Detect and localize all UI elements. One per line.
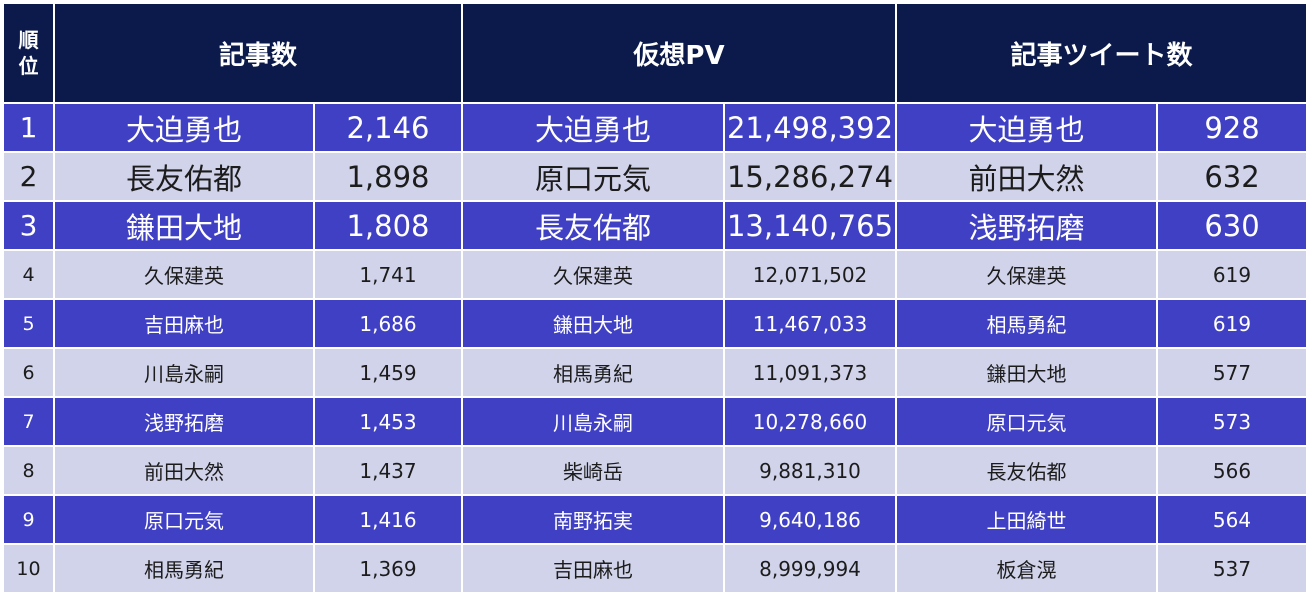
pv-name-cell: 相馬勇紀 — [461, 347, 726, 398]
pv-value-cell: 12,071,502 — [723, 249, 898, 300]
rank-header-line1: 順 — [18, 28, 39, 52]
pv-value-cell: 11,467,033 — [723, 298, 898, 349]
pv-name-cell: 川島永嗣 — [461, 396, 726, 447]
pv-value-cell: 21,498,392 — [723, 102, 898, 153]
articles-name-cell: 大迫勇也 — [53, 102, 315, 153]
rank-cell: 3 — [2, 200, 55, 251]
articles-name-cell: 久保建英 — [53, 249, 315, 300]
tweets-header: 記事ツイート数 — [895, 2, 1309, 104]
tweets-name-cell: 浅野拓磨 — [895, 200, 1159, 251]
virtual-pv-header: 仮想PV — [461, 2, 898, 104]
tweets-count-cell: 566 — [1156, 445, 1309, 496]
articles-count-cell: 2,146 — [312, 102, 464, 153]
articles-name-cell: 前田大然 — [53, 445, 315, 496]
table-row: 1 大迫勇也 2,146 大迫勇也 21,498,392 大迫勇也 928 — [2, 102, 1309, 153]
table-row: 4 久保建英 1,741 久保建英 12,071,502 久保建英 619 — [2, 249, 1309, 300]
rank-cell: 5 — [2, 298, 55, 349]
pv-value-cell: 9,881,310 — [723, 445, 898, 496]
tweets-name-cell: 久保建英 — [895, 249, 1159, 300]
tweets-name-cell: 鎌田大地 — [895, 347, 1159, 398]
articles-count-cell: 1,808 — [312, 200, 464, 251]
tweets-count-cell: 619 — [1156, 249, 1309, 300]
table-row: 2 長友佑都 1,898 原口元気 15,286,274 前田大然 632 — [2, 151, 1309, 202]
tweets-count-cell: 630 — [1156, 200, 1309, 251]
table-row: 10 相馬勇紀 1,369 吉田麻也 8,999,994 板倉滉 537 — [2, 543, 1309, 594]
tweets-count-cell: 573 — [1156, 396, 1309, 447]
articles-name-cell: 川島永嗣 — [53, 347, 315, 398]
tweets-name-cell: 大迫勇也 — [895, 102, 1159, 153]
rank-cell: 10 — [2, 543, 55, 594]
articles-count-cell: 1,741 — [312, 249, 464, 300]
table-row: 8 前田大然 1,437 柴崎岳 9,881,310 長友佑都 566 — [2, 445, 1309, 496]
pv-value-cell: 15,286,274 — [723, 151, 898, 202]
pv-name-cell: 南野拓実 — [461, 494, 726, 545]
pv-name-cell: 大迫勇也 — [461, 102, 726, 153]
rank-cell: 8 — [2, 445, 55, 496]
pv-value-cell: 13,140,765 — [723, 200, 898, 251]
rank-header-line2: 位 — [18, 54, 39, 78]
tweets-name-cell: 相馬勇紀 — [895, 298, 1159, 349]
articles-name-cell: 鎌田大地 — [53, 200, 315, 251]
pv-value-cell: 8,999,994 — [723, 543, 898, 594]
articles-name-cell: 浅野拓磨 — [53, 396, 315, 447]
rank-cell: 6 — [2, 347, 55, 398]
tweets-name-cell: 原口元気 — [895, 396, 1159, 447]
table-row: 5 吉田麻也 1,686 鎌田大地 11,467,033 相馬勇紀 619 — [2, 298, 1309, 349]
table-row: 6 川島永嗣 1,459 相馬勇紀 11,091,373 鎌田大地 577 — [2, 347, 1309, 398]
rank-cell: 4 — [2, 249, 55, 300]
articles-count-cell: 1,686 — [312, 298, 464, 349]
articles-count-cell: 1,453 — [312, 396, 464, 447]
rank-cell: 1 — [2, 102, 55, 153]
articles-header: 記事数 — [52, 2, 464, 104]
tweets-name-cell: 板倉滉 — [895, 543, 1159, 594]
articles-count-cell: 1,459 — [312, 347, 464, 398]
tweets-count-cell: 577 — [1156, 347, 1309, 398]
rank-cell: 9 — [2, 494, 55, 545]
articles-name-cell: 相馬勇紀 — [53, 543, 315, 594]
pv-name-cell: 原口元気 — [461, 151, 726, 202]
table-row: 9 原口元気 1,416 南野拓実 9,640,186 上田綺世 564 — [2, 494, 1309, 545]
rank-cell: 7 — [2, 396, 55, 447]
articles-name-cell: 原口元気 — [53, 494, 315, 545]
table-body: 1 大迫勇也 2,146 大迫勇也 21,498,392 大迫勇也 928 2 … — [2, 102, 1309, 594]
pv-name-cell: 鎌田大地 — [461, 298, 726, 349]
rank-cell: 2 — [2, 151, 55, 202]
tweets-count-cell: 564 — [1156, 494, 1309, 545]
table-row: 7 浅野拓磨 1,453 川島永嗣 10,278,660 原口元気 573 — [2, 396, 1309, 447]
tweets-name-cell: 長友佑都 — [895, 445, 1159, 496]
tweets-name-cell: 上田綺世 — [895, 494, 1159, 545]
pv-value-cell: 11,091,373 — [723, 347, 898, 398]
tweets-count-cell: 928 — [1156, 102, 1309, 153]
articles-name-cell: 吉田麻也 — [53, 298, 315, 349]
pv-value-cell: 9,640,186 — [723, 494, 898, 545]
pv-name-cell: 柴崎岳 — [461, 445, 726, 496]
pv-name-cell: 吉田麻也 — [461, 543, 726, 594]
tweets-name-cell: 前田大然 — [895, 151, 1159, 202]
pv-name-cell: 長友佑都 — [461, 200, 726, 251]
rank-header: 順 位 — [2, 2, 55, 104]
articles-count-cell: 1,437 — [312, 445, 464, 496]
table-header: 順 位 記事数 仮想PV 記事ツイート数 — [2, 2, 1309, 104]
tweets-count-cell: 537 — [1156, 543, 1309, 594]
articles-count-cell: 1,416 — [312, 494, 464, 545]
pv-name-cell: 久保建英 — [461, 249, 726, 300]
table-row: 3 鎌田大地 1,808 長友佑都 13,140,765 浅野拓磨 630 — [2, 200, 1309, 251]
articles-count-cell: 1,369 — [312, 543, 464, 594]
pv-value-cell: 10,278,660 — [723, 396, 898, 447]
tweets-count-cell: 619 — [1156, 298, 1309, 349]
tweets-count-cell: 632 — [1156, 151, 1309, 202]
articles-name-cell: 長友佑都 — [53, 151, 315, 202]
articles-count-cell: 1,898 — [312, 151, 464, 202]
